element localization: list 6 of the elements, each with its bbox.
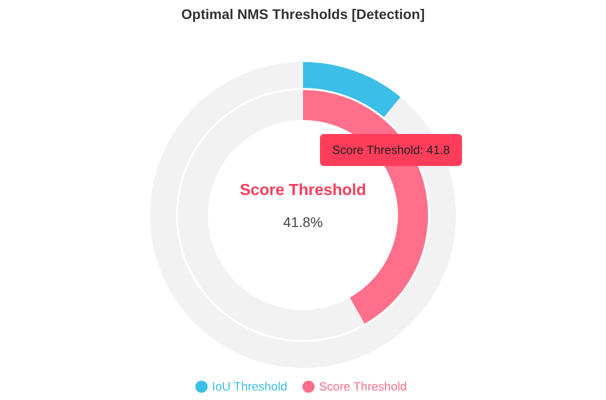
tooltip-box: Score Threshold: 41.8	[320, 134, 462, 166]
chart-title: Optimal NMS Thresholds [Detection]	[181, 6, 425, 22]
text: 41.8%	[283, 214, 323, 230]
text: Score Threshold	[240, 182, 366, 199]
legend-label: Score Threshold	[319, 380, 407, 394]
legend-label: IoU Threshold	[212, 380, 288, 394]
